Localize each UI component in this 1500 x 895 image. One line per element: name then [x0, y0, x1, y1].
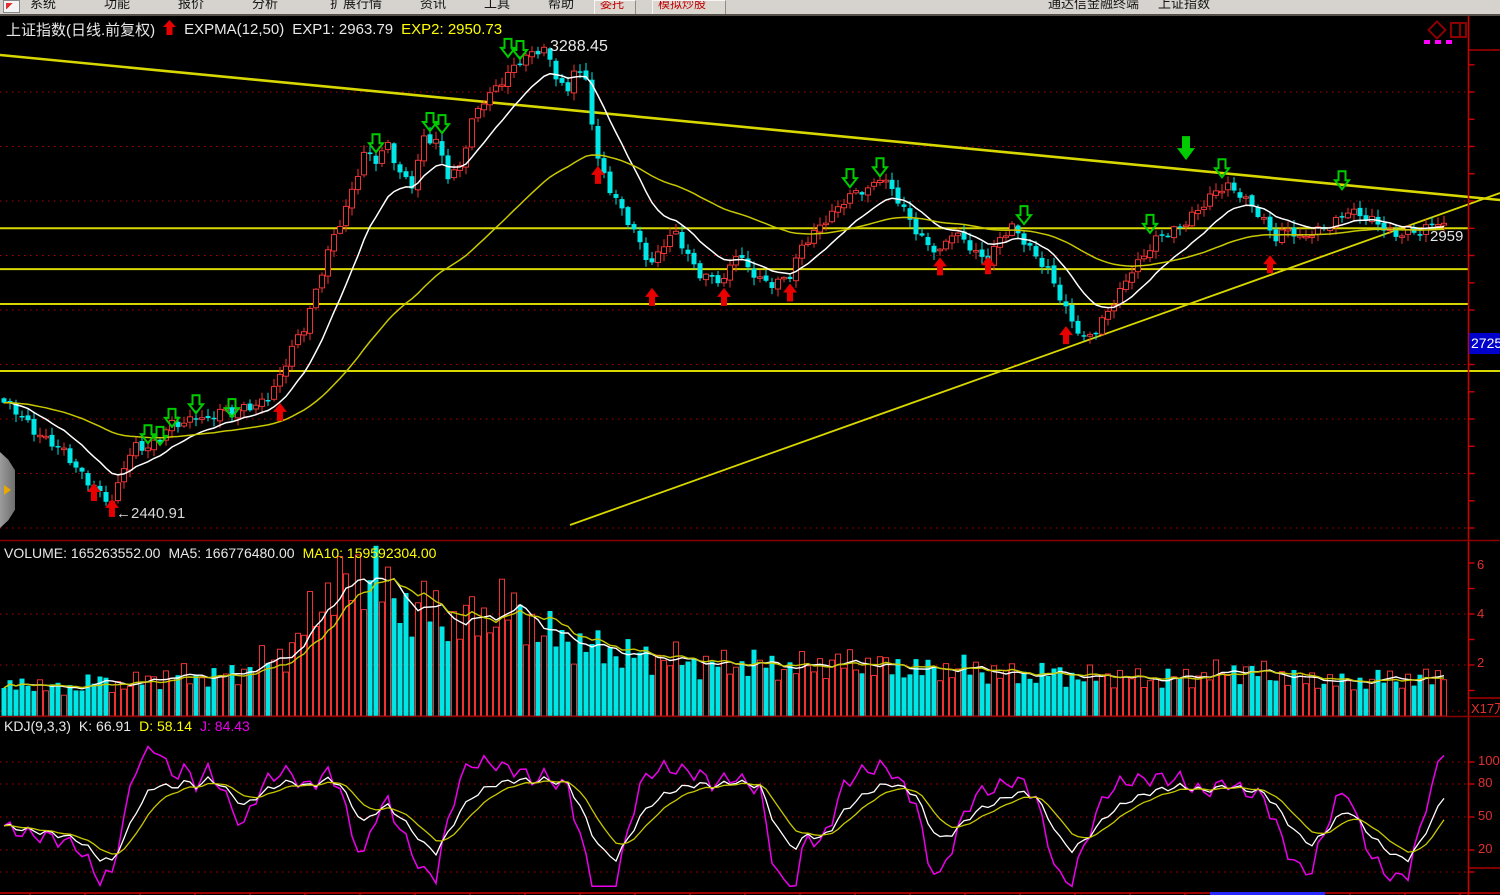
volume-value: VOLUME: 165263552.00	[4, 545, 161, 561]
kdj-k-line	[3, 775, 1445, 863]
buy-arrow	[717, 287, 731, 306]
sell-arrow	[1212, 158, 1232, 179]
menu-item-8[interactable]: 帮助	[548, 0, 575, 11]
sell-arrow	[510, 40, 530, 61]
sell-arrow	[366, 133, 386, 154]
sell-arrow	[186, 394, 206, 415]
sell-arrow	[432, 114, 452, 135]
volume-unit-label: X17万	[1471, 701, 1500, 716]
buy-arrow	[981, 256, 995, 275]
right-axis	[1467, 15, 1500, 895]
kdj-title: KDJ(9,3,3)	[4, 718, 71, 734]
candles	[1, 43, 1447, 506]
buy-arrow	[1059, 326, 1073, 345]
main-gridlines	[0, 91, 1469, 529]
buy-arrow	[105, 498, 119, 517]
pane-corner-icons	[1424, 20, 1494, 50]
left-panel-handle[interactable]	[0, 452, 15, 528]
split-window-icon[interactable]	[1450, 22, 1467, 38]
app-icon	[3, 0, 20, 13]
kdj-k-value: K: 66.91	[78, 718, 132, 734]
kdj-j-line	[3, 745, 1445, 888]
volume-ma5-line	[3, 577, 1445, 690]
sell-arrow	[150, 425, 170, 447]
volume-ma5-value: MA5: 166776480.00	[168, 545, 295, 561]
sell-arrow	[162, 407, 182, 429]
buy-arrow	[1263, 255, 1277, 274]
buy-arrow	[273, 402, 287, 421]
menu-item-4[interactable]: 分析	[252, 0, 279, 11]
volume-bars	[1, 545, 1447, 717]
high-price-label: 3288.45	[550, 38, 608, 55]
buy-arrow	[783, 283, 797, 302]
indicator-label: EXPMA(12,50)	[184, 21, 285, 38]
red-up-arrow-icon	[163, 20, 177, 39]
volume-ma10-value: MA10: 159592304.00	[302, 545, 437, 561]
menu-button-1[interactable]: 委托	[594, 0, 636, 14]
resize-dash-icon[interactable]	[1424, 40, 1430, 44]
sell-arrow	[1177, 136, 1195, 161]
kdj-tick-20: 20	[1478, 841, 1493, 856]
expand-right-icon	[4, 485, 11, 495]
window-title-right: 上证指数	[1158, 0, 1211, 11]
menu-button-2[interactable]: 模拟炒股	[652, 0, 726, 14]
kdj-tick-100: 100	[1478, 753, 1500, 768]
exp2-line	[4, 154, 1445, 439]
kdj-j-value: J: 84.43	[200, 718, 250, 734]
pane-borders	[0, 539, 1500, 894]
sell-arrow	[138, 424, 158, 445]
menu-item-6[interactable]: 资讯	[420, 0, 447, 11]
bottom-axis[interactable]	[29, 892, 1461, 895]
menu-item-3[interactable]: 报价	[178, 0, 205, 11]
sell-arrow	[420, 111, 440, 133]
exp2-value: EXP2: 2950.73	[401, 21, 503, 38]
menu-item-7[interactable]: 工具	[484, 0, 511, 11]
sell-arrow	[1014, 205, 1034, 226]
sell-arrow	[1140, 213, 1160, 235]
buy-arrow	[87, 483, 101, 502]
sell-arrow	[222, 398, 242, 419]
trendlines[interactable]	[0, 53, 1500, 526]
sell-arrow	[1332, 170, 1352, 191]
kdj-gridlines	[0, 761, 1469, 873]
diamond-icon[interactable]	[1427, 20, 1447, 40]
menu-item-1[interactable]: 系统	[30, 0, 57, 11]
sell-arrow	[498, 37, 518, 59]
window-title-left: 通达信金融终端	[1048, 0, 1140, 11]
last-price-label: 2959	[1430, 228, 1464, 245]
exp1-line	[3, 72, 1445, 476]
volume-ma10-line	[3, 578, 1445, 689]
visible-range-indicator	[1210, 892, 1325, 895]
support-resistance-lines[interactable]	[0, 227, 1500, 372]
main-chart-header: 上证指数(日线.前复权) EXPMA(12,50) EXP1: 2963.79 …	[6, 19, 510, 40]
resize-dash-icon[interactable]	[1446, 40, 1452, 44]
exp1-value: EXP1: 2963.79	[292, 21, 394, 38]
kdj-d-line	[3, 780, 1445, 855]
buy-arrow	[933, 257, 947, 276]
menu-item-5[interactable]: 扩展行情	[330, 0, 383, 11]
signal-arrows	[87, 37, 1352, 517]
axis-price-badge: 2725	[1469, 333, 1500, 354]
vol-tick-6: 6	[1477, 557, 1485, 572]
resize-dash-icon[interactable]	[1435, 40, 1441, 44]
kdj-tick-80: 80	[1478, 775, 1493, 790]
volume-header: VOLUME: 165263552.00 MA5: 166776480.00 M…	[4, 545, 444, 561]
vol-tick-2: 2	[1477, 655, 1485, 670]
vol-tick-4: 4	[1477, 606, 1485, 621]
menu-item-2[interactable]: 功能	[104, 0, 131, 11]
buy-arrow	[591, 165, 605, 184]
kdj-tick-50: 50	[1478, 808, 1493, 823]
buy-arrow	[645, 287, 659, 306]
menu-bar: 通达信金融终端 上证指数 系统 功能 报价 分析 扩展行情 资讯 工具 帮助 委托 模拟炒股	[0, 0, 1500, 16]
kdj-header: KDJ(9,3,3) K: 66.91 D: 58.14 J: 84.43	[4, 718, 258, 734]
sell-arrow	[840, 168, 860, 189]
low-price-label: ←2440.91	[116, 505, 186, 522]
kdj-d-value: D: 58.14	[139, 718, 193, 734]
sell-arrow	[870, 157, 890, 178]
stock-title: 上证指数(日线.前复权)	[6, 22, 156, 39]
